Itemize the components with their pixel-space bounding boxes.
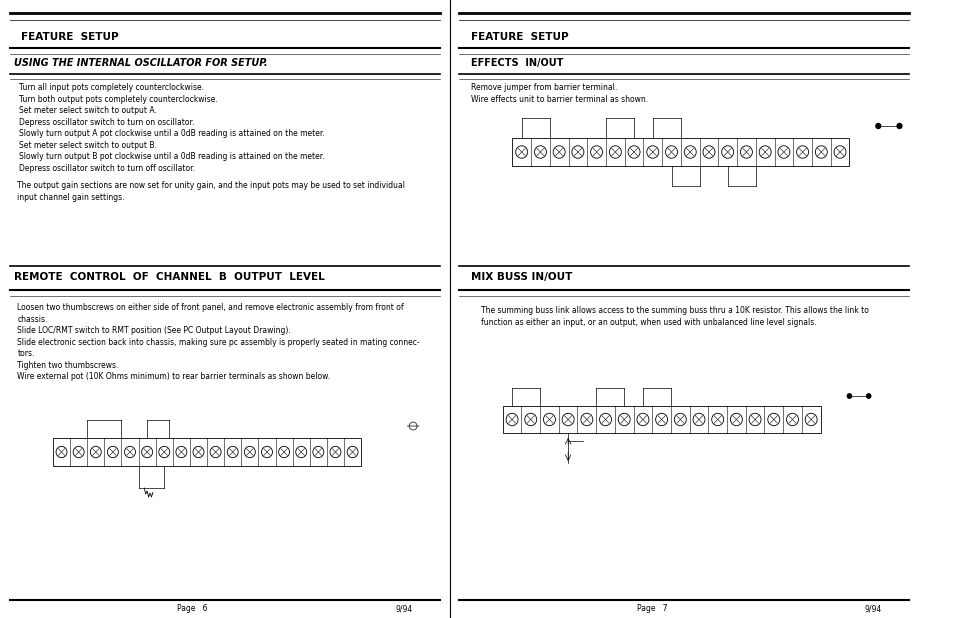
Circle shape (534, 146, 546, 158)
Text: USING THE INTERNAL OSCILLATOR FOR SETUP.: USING THE INTERNAL OSCILLATOR FOR SETUP. (14, 58, 268, 68)
Text: FEATURE  SETUP: FEATURE SETUP (471, 32, 568, 42)
Text: Set meter select switch to output B.: Set meter select switch to output B. (19, 140, 157, 150)
Circle shape (91, 446, 101, 458)
Circle shape (347, 446, 357, 458)
Circle shape (598, 413, 611, 426)
Circle shape (740, 146, 752, 158)
Circle shape (278, 446, 290, 458)
Text: chassis.: chassis. (17, 315, 48, 323)
Text: Wire effects unit to barrier terminal as shown.: Wire effects unit to barrier terminal as… (471, 95, 647, 103)
Text: The output gain sections are now set for unity gain, and the input pots may be u: The output gain sections are now set for… (17, 181, 405, 190)
Circle shape (561, 413, 574, 426)
Text: Slide electronic section back into chassis, making sure pc assembly is properly : Slide electronic section back into chass… (17, 337, 419, 347)
Circle shape (580, 413, 592, 426)
Circle shape (655, 413, 667, 426)
Circle shape (618, 413, 630, 426)
Circle shape (409, 422, 416, 430)
Text: FEATURE  SETUP: FEATURE SETUP (21, 32, 119, 42)
Circle shape (674, 413, 685, 426)
Circle shape (158, 446, 170, 458)
Circle shape (777, 146, 789, 158)
Circle shape (543, 413, 555, 426)
Circle shape (720, 146, 733, 158)
Bar (53, 438, 361, 466)
Circle shape (815, 146, 826, 158)
Text: 9/94: 9/94 (395, 604, 413, 613)
Text: Set meter select switch to output A.: Set meter select switch to output A. (19, 106, 157, 115)
Text: tors.: tors. (17, 349, 34, 358)
Circle shape (553, 146, 564, 158)
Circle shape (804, 413, 817, 426)
Circle shape (125, 446, 135, 458)
Text: Remove jumper from barrier terminal.: Remove jumper from barrier terminal. (471, 83, 617, 92)
Text: Page   7: Page 7 (636, 604, 666, 613)
Circle shape (767, 413, 779, 426)
Circle shape (833, 146, 845, 158)
Circle shape (244, 446, 255, 458)
Bar (512, 138, 848, 166)
Circle shape (759, 146, 770, 158)
Text: 9/94: 9/94 (864, 604, 882, 613)
Circle shape (637, 413, 648, 426)
Circle shape (330, 446, 340, 458)
Text: REMOTE  CONTROL  OF  CHANNEL  B  OUTPUT  LEVEL: REMOTE CONTROL OF CHANNEL B OUTPUT LEVEL (14, 272, 325, 282)
Text: MIX BUSS IN/OUT: MIX BUSS IN/OUT (471, 272, 572, 282)
Circle shape (896, 124, 901, 129)
Circle shape (711, 413, 723, 426)
Circle shape (627, 146, 639, 158)
Bar (502, 406, 820, 433)
Circle shape (865, 394, 870, 398)
Circle shape (210, 446, 221, 458)
Circle shape (56, 446, 67, 458)
Text: The summing buss link allows access to the summing buss thru a 10K resistor. Thi: The summing buss link allows access to t… (480, 306, 867, 315)
Text: Turn both output pots completely counterclockwise.: Turn both output pots completely counter… (19, 95, 218, 103)
Circle shape (665, 146, 677, 158)
Circle shape (108, 446, 118, 458)
Text: Depress oscillator switch to turn on oscillator.: Depress oscillator switch to turn on osc… (19, 117, 194, 127)
Text: Depress oscillator switch to turn off oscillator.: Depress oscillator switch to turn off os… (19, 164, 195, 172)
Circle shape (796, 146, 808, 158)
Text: Page   6: Page 6 (177, 604, 208, 613)
Circle shape (571, 146, 583, 158)
Circle shape (505, 413, 517, 426)
Text: Slowly turn output B pot clockwise until a 0dB reading is attained on the meter.: Slowly turn output B pot clockwise until… (19, 152, 325, 161)
Text: Slide LOC/RMT switch to RMT position (See PC Output Layout Drawing).: Slide LOC/RMT switch to RMT position (Se… (17, 326, 291, 335)
Circle shape (590, 146, 602, 158)
Text: Loosen two thumbscrews on either side of front panel, and remove electronic asse: Loosen two thumbscrews on either side of… (17, 303, 403, 312)
Circle shape (516, 146, 527, 158)
Circle shape (609, 146, 620, 158)
Circle shape (524, 413, 537, 426)
Circle shape (730, 413, 741, 426)
Text: Turn all input pots completely counterclockwise.: Turn all input pots completely countercl… (19, 83, 204, 92)
Circle shape (846, 394, 851, 398)
Text: Tighten two thumbscrews.: Tighten two thumbscrews. (17, 360, 118, 370)
Circle shape (295, 446, 306, 458)
Circle shape (683, 146, 696, 158)
Text: function as either an input, or an output, when used with unbalanced line level : function as either an input, or an outpu… (480, 318, 816, 326)
Circle shape (141, 446, 152, 458)
Text: Wire external pot (10K Ohms minimum) to rear barrier terminals as shown below.: Wire external pot (10K Ohms minimum) to … (17, 372, 330, 381)
Circle shape (748, 413, 760, 426)
Text: Slowly turn output A pot clockwise until a 0dB reading is attained on the meter.: Slowly turn output A pot clockwise until… (19, 129, 325, 138)
Circle shape (702, 146, 714, 158)
Circle shape (193, 446, 204, 458)
Circle shape (646, 146, 659, 158)
Circle shape (261, 446, 273, 458)
Circle shape (692, 413, 704, 426)
Circle shape (73, 446, 84, 458)
Text: EFFECTS  IN/OUT: EFFECTS IN/OUT (471, 58, 562, 68)
Text: input channel gain settings.: input channel gain settings. (17, 192, 125, 201)
Circle shape (227, 446, 238, 458)
Circle shape (785, 413, 798, 426)
Circle shape (313, 446, 323, 458)
Circle shape (175, 446, 187, 458)
Circle shape (875, 124, 880, 129)
